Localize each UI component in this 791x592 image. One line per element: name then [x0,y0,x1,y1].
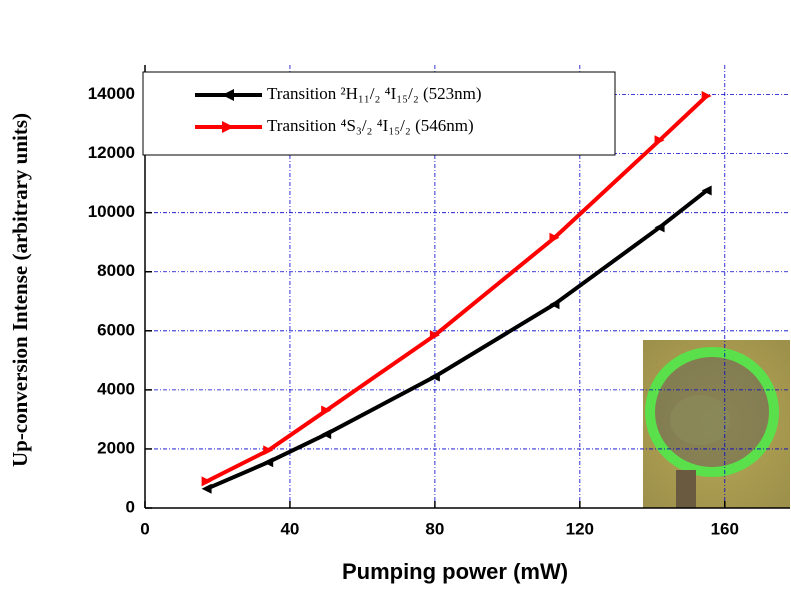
y-tick-label: 14000 [88,84,135,103]
y-tick-label: 12000 [88,143,135,162]
x-tick-label: 120 [566,519,594,538]
legend-box [142,71,616,156]
data-point [263,457,274,468]
y-tick-label: 8000 [97,261,135,280]
legend-label: Transition ²H₁₁/₂ ⁴I₁₅/₂ (523nm) [267,84,482,103]
data-point [701,185,712,196]
data-point [263,445,274,456]
data-point [549,299,560,310]
series-line [205,188,708,491]
legend-marker [222,121,234,133]
y-tick-label: 10000 [88,202,135,221]
data-point [654,222,665,233]
data-point [321,405,332,416]
y-axis-label: Up-conversion Intense (arbitrary units) [8,113,32,467]
inset-photo [643,340,790,508]
y-tick-label: 4000 [97,379,135,398]
data-point [201,476,212,487]
x-tick-label: 0 [140,519,149,538]
data-point [429,371,440,382]
data-point [701,91,712,102]
data-point [654,135,665,146]
data-point [201,483,212,494]
x-axis-label: Pumping power (mW) [342,559,568,584]
x-tick-label: 160 [711,519,739,538]
x-tick-label: 40 [280,519,299,538]
y-tick-label: 2000 [97,438,135,457]
data-point [549,232,560,243]
legend-marker [222,89,234,101]
legend-label: Transition ⁴S₃/₂ ⁴I₁₅/₂ (546nm) [267,116,474,135]
data-point [429,330,440,341]
y-tick-label: 6000 [97,320,135,339]
data-point [321,429,332,440]
x-tick-label: 80 [425,519,444,538]
y-tick-label: 0 [126,497,135,516]
